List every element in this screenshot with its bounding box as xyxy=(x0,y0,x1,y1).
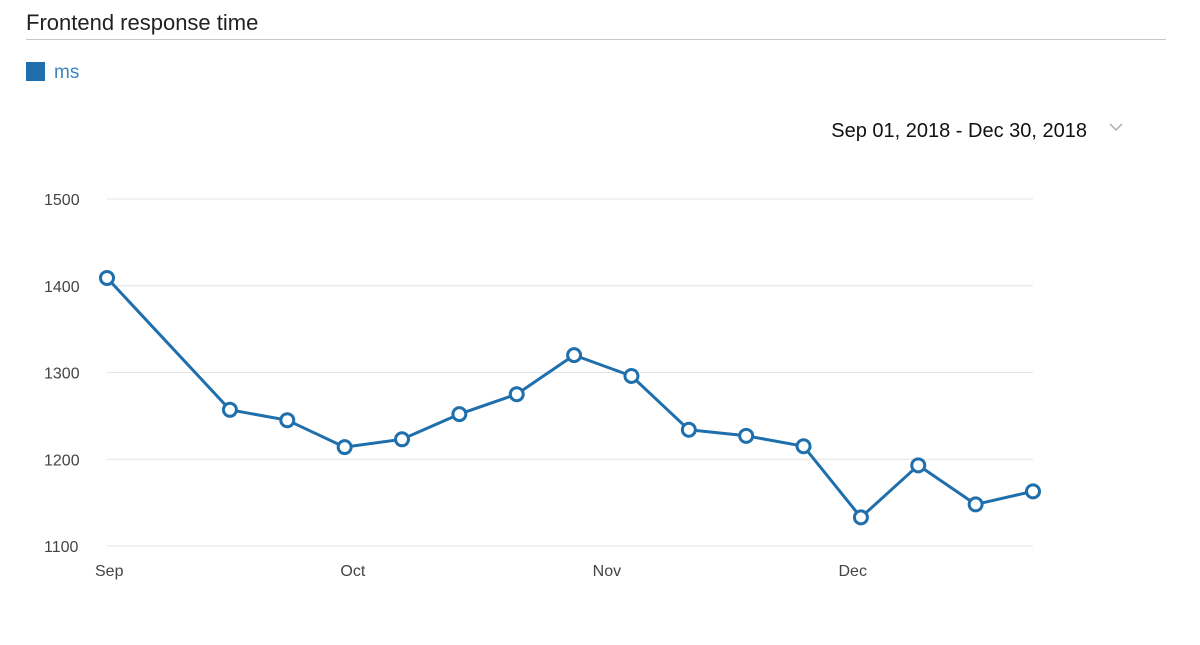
data-point-12 xyxy=(852,509,869,526)
data-point-1 xyxy=(221,401,238,418)
data-point-11 xyxy=(795,438,812,455)
data-point-5 xyxy=(451,406,468,423)
x-tick-label-sep: Sep xyxy=(95,563,124,580)
legend[interactable]: ms xyxy=(26,60,80,83)
chart-title: Frontend response time xyxy=(26,10,259,35)
chart-header: Frontend response time xyxy=(26,6,1166,40)
data-point-2 xyxy=(279,412,296,429)
date-range-label: Sep 01, 2018 - Dec 30, 2018 xyxy=(831,120,1087,142)
x-tick-label-oct: Oct xyxy=(340,563,365,580)
data-point-9 xyxy=(680,421,697,438)
data-point-15 xyxy=(1025,483,1041,500)
data-point-4 xyxy=(394,431,411,448)
data-point-3 xyxy=(336,439,353,456)
x-tick-label-dec: Dec xyxy=(838,563,866,580)
y-tick-label-1300: 1300 xyxy=(44,366,80,383)
data-point-0 xyxy=(99,269,115,286)
legend-label: ms xyxy=(54,62,80,83)
series-line-0 xyxy=(105,276,1034,519)
data-point-7 xyxy=(566,347,583,364)
date-range-selector[interactable]: Sep 01, 2018 - Dec 30, 2018 xyxy=(831,120,1123,143)
data-point-6 xyxy=(508,386,525,403)
y-tick-label-1400: 1400 xyxy=(44,279,80,296)
data-point-10 xyxy=(738,427,755,444)
y-tick-label-1200: 1200 xyxy=(44,452,80,469)
chevron-down-icon[interactable] xyxy=(1109,122,1123,134)
data-point-14 xyxy=(967,496,984,513)
y-tick-label-1100: 1100 xyxy=(44,539,79,556)
data-point-13 xyxy=(910,457,927,474)
y-tick-label-1500: 1500 xyxy=(44,192,80,209)
data-point-8 xyxy=(623,367,640,384)
legend-swatch xyxy=(26,61,45,81)
x-tick-label-nov: Nov xyxy=(593,563,621,580)
